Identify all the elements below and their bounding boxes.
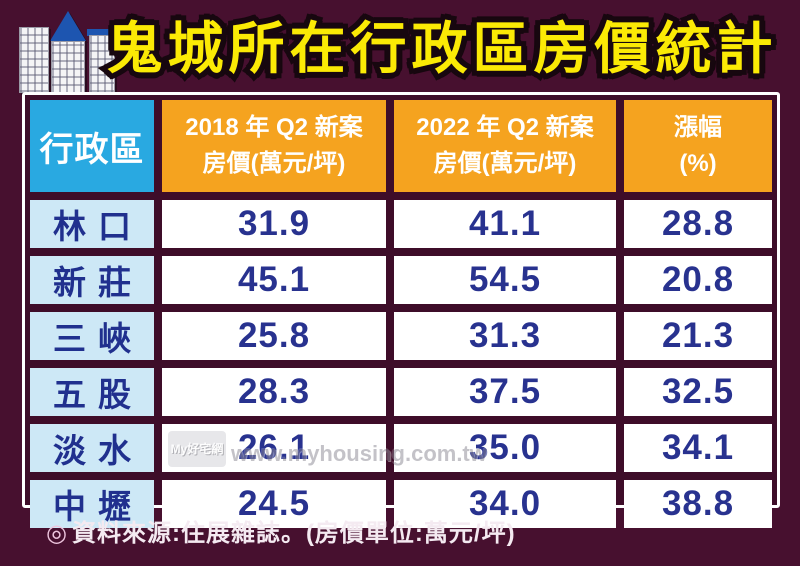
source-note: ◎ 資料來源:住展雜誌。(房價單位:萬元/坪) (46, 513, 516, 548)
table-row-district: 五股 (30, 368, 154, 416)
table-cell-2022: 34.0 (394, 480, 616, 528)
header-2018-line1: 2018 年 Q2 新案 (185, 114, 363, 141)
table-cell-2022: 31.3 (394, 312, 616, 360)
table-row-district: 三峽 (30, 312, 154, 360)
table-cell-2018: 25.8 (162, 312, 386, 360)
header-district: 行政區 (30, 100, 154, 192)
page-title: 鬼城所在行政區房價統計 鬼城所在行政區房價統計 (94, 6, 790, 92)
table-cell-change: 28.8 (624, 200, 772, 248)
table-cell-2018: 45.1 (162, 256, 386, 304)
page-title-outline: 鬼城所在行政區房價統計 (102, 16, 778, 82)
table-row-district: 林口 (30, 200, 154, 248)
table-cell-2022: 35.0 (394, 424, 616, 472)
table-cell-change: 20.8 (624, 256, 772, 304)
table-cell-2022: 37.5 (394, 368, 616, 416)
table-cell-change: 38.8 (624, 480, 772, 528)
source-bullet-icon: ◎ (46, 520, 68, 547)
tower-center (51, 41, 85, 95)
table-cell-change: 21.3 (624, 312, 772, 360)
city-buildings-icon (13, 5, 119, 95)
table-cell-2022: 41.1 (394, 200, 616, 248)
table-cell-2018: 28.3 (162, 368, 386, 416)
header-change-line1: 漲幅 (674, 114, 722, 141)
table-cell-change: 34.1 (624, 424, 772, 472)
header-2022-line1: 2022 年 Q2 新案 (416, 114, 594, 141)
tower-left (19, 27, 49, 93)
table-cell-2018: 24.5 (162, 480, 386, 528)
header-2022: 2022 年 Q2 新案 房價(萬元/坪) (394, 100, 616, 192)
header-change-line2: (%) (679, 150, 717, 177)
table-cell-2018: 31.9 (162, 200, 386, 248)
page-title-text: 鬼城所在行政區房價統計 (106, 17, 778, 80)
header-2018: 2018 年 Q2 新案 房價(萬元/坪) (162, 100, 386, 192)
pyramid-roof (50, 11, 86, 41)
header-2018-line2: 房價(萬元/坪) (202, 150, 346, 177)
header-2022-line2: 房價(萬元/坪) (433, 150, 577, 177)
price-table: 行政區 2018 年 Q2 新案 房價(萬元/坪) 2022 年 Q2 新案 房… (22, 92, 780, 528)
table-cell-change: 32.5 (624, 368, 772, 416)
table-cell-2022: 54.5 (394, 256, 616, 304)
flat-blue-roof (87, 29, 117, 36)
table-row-district: 新莊 (30, 256, 154, 304)
table-row-district: 淡水 (30, 424, 154, 472)
source-text: 資料來源:住展雜誌。(房價單位:萬元/坪) (71, 520, 516, 547)
table-row-district: 中壢 (30, 480, 154, 528)
table-cell-2018: 26.1 (162, 424, 386, 472)
header-change: 漲幅 (%) (624, 100, 772, 192)
